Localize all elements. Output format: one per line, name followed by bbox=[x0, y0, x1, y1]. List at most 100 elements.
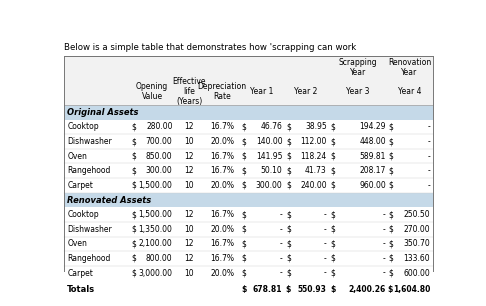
Bar bbox=[64, 163, 433, 178]
Text: -: - bbox=[280, 225, 282, 234]
Text: -: - bbox=[280, 210, 282, 219]
Text: 2,100.00: 2,100.00 bbox=[139, 239, 173, 248]
Text: 46.76: 46.76 bbox=[260, 122, 282, 132]
Text: $: $ bbox=[330, 285, 335, 294]
Text: Cooktop: Cooktop bbox=[68, 122, 99, 132]
Text: 12: 12 bbox=[185, 122, 194, 132]
Text: Dishwasher: Dishwasher bbox=[68, 225, 112, 234]
Bar bbox=[64, 178, 433, 193]
Text: $: $ bbox=[242, 152, 247, 161]
Text: Year 3: Year 3 bbox=[346, 87, 369, 96]
Text: 16.7%: 16.7% bbox=[210, 152, 234, 161]
Text: 240.00: 240.00 bbox=[300, 181, 327, 190]
Text: 16.7%: 16.7% bbox=[210, 239, 234, 248]
Text: $: $ bbox=[132, 152, 137, 161]
Text: $: $ bbox=[388, 210, 393, 219]
Text: $: $ bbox=[330, 239, 335, 248]
Text: 1,500.00: 1,500.00 bbox=[139, 181, 173, 190]
Bar bbox=[64, 57, 433, 78]
Text: 41.73: 41.73 bbox=[305, 166, 327, 175]
Text: -: - bbox=[324, 239, 327, 248]
Text: Opening
Value: Opening Value bbox=[136, 82, 168, 101]
Text: $: $ bbox=[330, 254, 335, 263]
Text: 16.7%: 16.7% bbox=[210, 254, 234, 263]
Text: -: - bbox=[427, 137, 430, 146]
Text: Oven: Oven bbox=[68, 239, 87, 248]
Text: -: - bbox=[324, 210, 327, 219]
Text: 270.00: 270.00 bbox=[403, 225, 430, 234]
Text: 960.00: 960.00 bbox=[359, 181, 386, 190]
Text: $: $ bbox=[132, 239, 137, 248]
Text: Rangehood: Rangehood bbox=[68, 166, 111, 175]
Text: -: - bbox=[427, 181, 430, 190]
Text: -: - bbox=[427, 152, 430, 161]
Text: 300.00: 300.00 bbox=[146, 166, 173, 175]
Text: -: - bbox=[324, 225, 327, 234]
Text: $: $ bbox=[132, 122, 137, 132]
Text: 2,400.26: 2,400.26 bbox=[348, 285, 386, 294]
Text: 12: 12 bbox=[185, 210, 194, 219]
Text: $: $ bbox=[242, 225, 247, 234]
Text: -: - bbox=[280, 239, 282, 248]
Text: Rangehood: Rangehood bbox=[68, 254, 111, 263]
Text: $: $ bbox=[330, 166, 335, 175]
Text: 1,604.80: 1,604.80 bbox=[393, 285, 430, 294]
Text: -: - bbox=[383, 225, 386, 234]
Text: $: $ bbox=[242, 239, 247, 248]
Text: $: $ bbox=[241, 285, 247, 294]
Text: Renovated Assets: Renovated Assets bbox=[67, 196, 151, 204]
Text: 10: 10 bbox=[184, 181, 194, 190]
Text: $: $ bbox=[388, 254, 393, 263]
Text: $: $ bbox=[330, 225, 335, 234]
Bar bbox=[64, 237, 433, 251]
Bar bbox=[64, 120, 433, 134]
Text: $: $ bbox=[242, 122, 247, 132]
Text: $: $ bbox=[388, 269, 393, 278]
Text: $: $ bbox=[388, 137, 393, 146]
Text: 133.60: 133.60 bbox=[403, 254, 430, 263]
Text: $: $ bbox=[132, 254, 137, 263]
Text: 850.00: 850.00 bbox=[146, 152, 173, 161]
Text: $: $ bbox=[242, 210, 247, 219]
Text: Carpet: Carpet bbox=[68, 269, 93, 278]
Text: $: $ bbox=[132, 225, 137, 234]
Text: $: $ bbox=[388, 166, 393, 175]
Text: $: $ bbox=[388, 152, 393, 161]
Text: -: - bbox=[383, 269, 386, 278]
Text: 20.0%: 20.0% bbox=[210, 269, 234, 278]
Text: $: $ bbox=[286, 137, 291, 146]
Text: 16.7%: 16.7% bbox=[210, 166, 234, 175]
Text: -: - bbox=[383, 254, 386, 263]
Text: $: $ bbox=[132, 137, 137, 146]
Bar bbox=[64, 280, 433, 298]
Text: -: - bbox=[383, 239, 386, 248]
Text: 678.81: 678.81 bbox=[253, 285, 282, 294]
Bar bbox=[64, 149, 433, 163]
Text: $: $ bbox=[330, 210, 335, 219]
Text: $: $ bbox=[330, 181, 335, 190]
Text: 12: 12 bbox=[185, 152, 194, 161]
Text: $: $ bbox=[286, 239, 291, 248]
Text: $: $ bbox=[330, 152, 335, 161]
Text: $: $ bbox=[286, 152, 291, 161]
Text: Original Assets: Original Assets bbox=[67, 108, 139, 117]
Text: $: $ bbox=[242, 137, 247, 146]
Text: Oven: Oven bbox=[68, 152, 87, 161]
Text: 350.70: 350.70 bbox=[403, 239, 430, 248]
Text: $: $ bbox=[286, 166, 291, 175]
Text: $: $ bbox=[388, 285, 393, 294]
Text: Cooktop: Cooktop bbox=[68, 210, 99, 219]
Text: 10: 10 bbox=[184, 225, 194, 234]
Text: -: - bbox=[427, 166, 430, 175]
Text: Year 2: Year 2 bbox=[295, 87, 318, 96]
Text: Totals: Totals bbox=[67, 285, 95, 294]
Text: 12: 12 bbox=[185, 254, 194, 263]
Text: 448.00: 448.00 bbox=[359, 137, 386, 146]
Text: $: $ bbox=[286, 122, 291, 132]
Text: -: - bbox=[280, 269, 282, 278]
Text: $: $ bbox=[242, 254, 247, 263]
Text: Year 4: Year 4 bbox=[398, 87, 421, 96]
Text: $: $ bbox=[132, 181, 137, 190]
Text: 600.00: 600.00 bbox=[403, 269, 430, 278]
Text: Dishwasher: Dishwasher bbox=[68, 137, 112, 146]
